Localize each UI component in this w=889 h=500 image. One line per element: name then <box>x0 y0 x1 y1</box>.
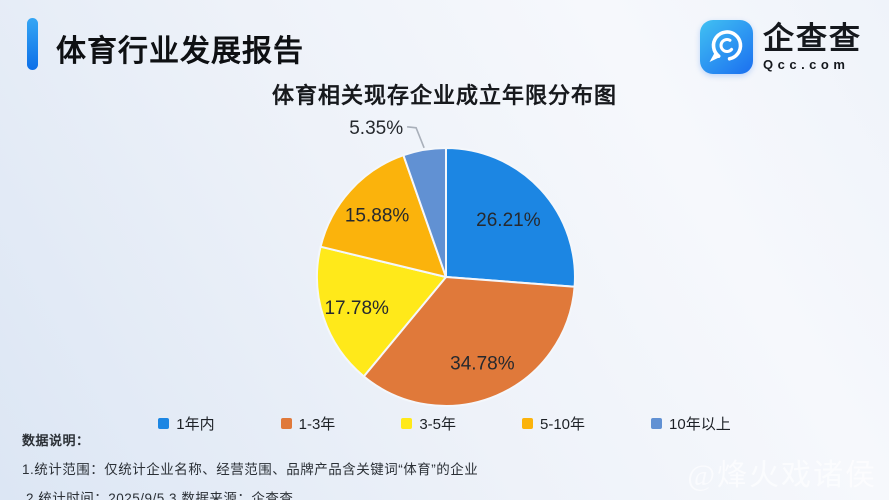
qcc-logo-text: 企查查 Qcc.com <box>763 23 862 72</box>
pie-slice-1-3年 <box>362 276 576 407</box>
legend-label: 5-10年 <box>540 416 586 433</box>
pie-slice-5-10年 <box>319 154 447 278</box>
notes-line-time-source: 2.统计时间：2025/9/5 3.数据来源：企查查 <box>26 491 294 500</box>
chart-legend: 1年内 1-3年 3-5年 5-10年 10年以上 <box>0 413 889 434</box>
legend-swatch <box>522 418 533 429</box>
data-notes: 数据说明： 1.统计范围：仅统计企业名称、经营范围、品牌产品含关键词“体育”的企… <box>22 430 478 500</box>
pie-label-3-5年: 17.78% <box>324 298 389 319</box>
report-title: 体育行业发展报告 <box>56 35 304 68</box>
pie-chart: 26.21% 34.78% 17.78% 15.88% 5.35% <box>316 118 576 407</box>
qcc-logo: 企查查 Qcc.com <box>700 20 862 74</box>
legend-item-3-5年: 3-5年 <box>401 413 456 434</box>
qcc-logo-name: 企查查 <box>763 20 862 56</box>
legend-item-1-3年: 1-3年 <box>280 413 336 434</box>
legend-swatch <box>280 418 292 429</box>
pie-label-1-3年: 34.78% <box>450 354 515 375</box>
legend-item-10年以上: 10年以上 <box>651 413 731 434</box>
legend-label: 1-3年 <box>298 416 336 433</box>
magnifier-q-icon <box>709 30 743 62</box>
legend-label: 1年内 <box>176 416 215 433</box>
legend-label: 3-5年 <box>419 416 456 433</box>
pie-slice-3-5年 <box>316 245 447 378</box>
legend-item-1年内: 1年内 <box>158 413 215 434</box>
pie-label-10年以上: 5.35% <box>349 118 403 139</box>
qcc-logo-domain: Qcc.com <box>763 56 850 72</box>
title-accent-bar <box>27 18 38 70</box>
legend-swatch <box>158 418 170 429</box>
notes-heading: 数据说明： <box>22 433 90 448</box>
watermark: @烽火戏诸侯 <box>687 459 877 492</box>
notes-line-scope: 1.统计范围：仅统计企业名称、经营范围、品牌产品含关键词“体育”的企业 <box>22 462 479 477</box>
legend-item-5-10年: 5-10年 <box>522 413 585 434</box>
legend-swatch <box>401 418 413 429</box>
legend-swatch <box>651 418 663 429</box>
pie-leader-line <box>407 126 425 149</box>
pie-slice-1年内 <box>445 147 576 288</box>
pie-label-5-10年: 15.88% <box>345 206 410 227</box>
qcc-logo-icon <box>700 20 753 74</box>
pie-slice-10年以上 <box>402 146 447 278</box>
pie-label-1年内: 26.21% <box>476 210 541 231</box>
chart-title: 体育相关现存企业成立年限分布图 <box>271 83 617 108</box>
legend-label: 10年以上 <box>669 416 731 433</box>
